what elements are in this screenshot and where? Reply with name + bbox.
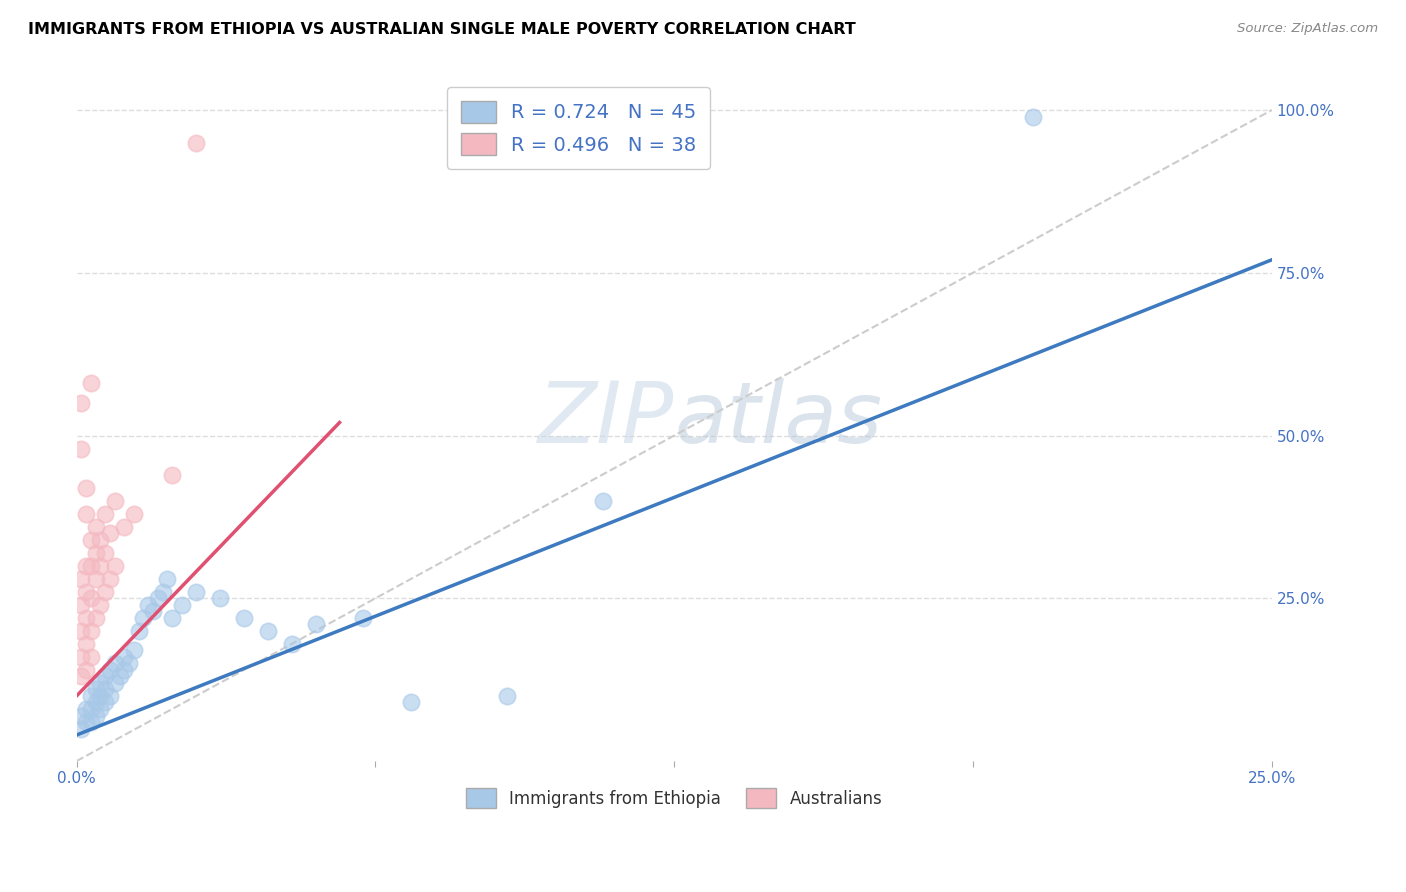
- Point: [184, 136, 207, 150]
- Point: [98, 663, 121, 677]
- Text: ZIP: ZIP: [538, 377, 675, 461]
- Point: [75, 714, 97, 729]
- Point: [84, 546, 107, 560]
- Point: [160, 611, 183, 625]
- Point: [75, 507, 97, 521]
- Point: [496, 689, 519, 703]
- Point: [80, 689, 103, 703]
- Point: [152, 584, 174, 599]
- Point: [75, 702, 97, 716]
- Point: [94, 584, 117, 599]
- Point: [399, 696, 422, 710]
- Point: [156, 572, 179, 586]
- Point: [112, 519, 135, 533]
- Point: [304, 617, 326, 632]
- Legend: Immigrants from Ethiopia, Australians: Immigrants from Ethiopia, Australians: [460, 781, 889, 814]
- Point: [84, 708, 107, 723]
- Point: [256, 624, 278, 638]
- Point: [89, 689, 111, 703]
- Point: [70, 396, 93, 410]
- Point: [89, 676, 111, 690]
- Point: [89, 558, 111, 573]
- Point: [89, 598, 111, 612]
- Point: [170, 598, 193, 612]
- Point: [70, 649, 93, 664]
- Point: [70, 722, 93, 736]
- Point: [80, 533, 103, 547]
- Point: [89, 702, 111, 716]
- Point: [80, 591, 103, 606]
- Point: [75, 481, 97, 495]
- Point: [122, 507, 145, 521]
- Point: [84, 519, 107, 533]
- Point: [112, 663, 135, 677]
- Point: [136, 598, 159, 612]
- Point: [80, 714, 103, 729]
- Point: [70, 624, 93, 638]
- Point: [184, 584, 207, 599]
- Point: [112, 649, 135, 664]
- Point: [84, 682, 107, 697]
- Point: [104, 558, 127, 573]
- Point: [80, 702, 103, 716]
- Text: Source: ZipAtlas.com: Source: ZipAtlas.com: [1237, 22, 1378, 36]
- Point: [80, 376, 103, 391]
- Point: [592, 493, 614, 508]
- Point: [98, 689, 121, 703]
- Point: [70, 572, 93, 586]
- Point: [75, 663, 97, 677]
- Point: [70, 708, 93, 723]
- Point: [98, 526, 121, 541]
- Point: [75, 584, 97, 599]
- Point: [75, 558, 97, 573]
- Point: [94, 546, 117, 560]
- Point: [352, 611, 374, 625]
- Point: [104, 676, 127, 690]
- Point: [94, 682, 117, 697]
- Point: [142, 604, 165, 618]
- Point: [75, 611, 97, 625]
- Point: [84, 611, 107, 625]
- Point: [70, 669, 93, 683]
- Point: [146, 591, 169, 606]
- Point: [98, 572, 121, 586]
- Point: [70, 442, 93, 456]
- Point: [208, 591, 231, 606]
- Point: [128, 624, 150, 638]
- Point: [94, 669, 117, 683]
- Point: [122, 643, 145, 657]
- Point: [89, 533, 111, 547]
- Point: [108, 669, 131, 683]
- Point: [104, 657, 127, 671]
- Point: [160, 467, 183, 482]
- Point: [280, 637, 302, 651]
- Point: [80, 558, 103, 573]
- Point: [118, 657, 141, 671]
- Point: [232, 611, 254, 625]
- Point: [94, 507, 117, 521]
- Point: [1022, 110, 1045, 124]
- Point: [94, 696, 117, 710]
- Point: [84, 696, 107, 710]
- Text: IMMIGRANTS FROM ETHIOPIA VS AUSTRALIAN SINGLE MALE POVERTY CORRELATION CHART: IMMIGRANTS FROM ETHIOPIA VS AUSTRALIAN S…: [28, 22, 856, 37]
- Point: [70, 598, 93, 612]
- Point: [80, 649, 103, 664]
- Point: [132, 611, 155, 625]
- Point: [80, 624, 103, 638]
- Point: [104, 493, 127, 508]
- Point: [75, 637, 97, 651]
- Text: atlas: atlas: [675, 377, 882, 461]
- Point: [84, 572, 107, 586]
